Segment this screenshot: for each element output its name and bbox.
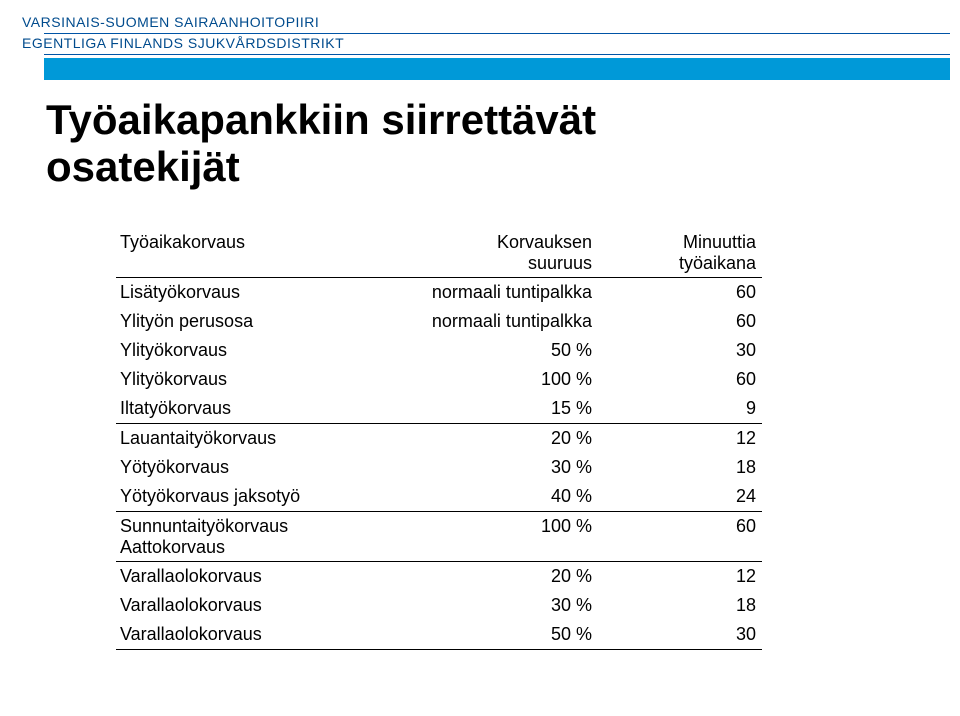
col-header-0: Työaikakorvaus	[116, 228, 388, 278]
table-cell: 30	[598, 620, 762, 650]
table-cell: Ylityökorvaus	[116, 365, 388, 394]
table-cell: SunnuntaityökorvausAattokorvaus	[116, 512, 388, 562]
table-cell: Varallaolokorvaus	[116, 562, 388, 592]
table-header-row: Työaikakorvaus Korvauksensuuruus Minuutt…	[116, 228, 762, 278]
table-cell: 12	[598, 562, 762, 592]
col-header-1: Korvauksensuuruus	[388, 228, 598, 278]
table-row: Lisätyökorvausnormaali tuntipalkka60	[116, 278, 762, 308]
table-cell: Lisätyökorvaus	[116, 278, 388, 308]
table-cell: 15 %	[388, 394, 598, 424]
title-line-1: Työaikapankkiin siirrettävät	[46, 96, 960, 143]
table-cell: 40 %	[388, 482, 598, 512]
table-cell: 30 %	[388, 453, 598, 482]
table-row: Lauantaityökorvaus20 %12	[116, 424, 762, 454]
table-cell: 100 %	[388, 512, 598, 562]
title-line-2: osatekijät	[46, 143, 960, 190]
table-cell: 50 %	[388, 620, 598, 650]
table-row: Ylityökorvaus100 %60	[116, 365, 762, 394]
col-header-2: Minuuttia työaikana	[598, 228, 762, 278]
org-name-fi: VARSINAIS-SUOMEN SAIRAANHOITOPIIRI	[22, 14, 960, 30]
table-cell: 9	[598, 394, 762, 424]
table-cell: normaali tuntipalkka	[388, 307, 598, 336]
slide-header: VARSINAIS-SUOMEN SAIRAANHOITOPIIRI EGENT…	[0, 0, 960, 80]
header-rule-2	[44, 54, 950, 55]
table-cell: 100 %	[388, 365, 598, 394]
table-row: Varallaolokorvaus30 %18	[116, 591, 762, 620]
org-name-sv: EGENTLIGA FINLANDS SJUKVÅRDSDISTRIKT	[22, 35, 960, 51]
table-cell: Varallaolokorvaus	[116, 620, 388, 650]
table-row: Varallaolokorvaus50 %30	[116, 620, 762, 650]
table-row: Ylityökorvaus50 %30	[116, 336, 762, 365]
table-cell: 24	[598, 482, 762, 512]
table-cell: 20 %	[388, 562, 598, 592]
table-row: Yötyökorvaus jaksotyö40 %24	[116, 482, 762, 512]
table-cell: Ylityön perusosa	[116, 307, 388, 336]
table-cell: Lauantaityökorvaus	[116, 424, 388, 454]
table-cell: Yötyökorvaus	[116, 453, 388, 482]
table-row: Iltatyökorvaus15 %9	[116, 394, 762, 424]
table-cell: normaali tuntipalkka	[388, 278, 598, 308]
table-cell: Varallaolokorvaus	[116, 591, 388, 620]
table-cell: 60	[598, 512, 762, 562]
table-cell: 60	[598, 365, 762, 394]
table-row: Varallaolokorvaus20 %12	[116, 562, 762, 592]
header-accent-bar	[44, 58, 950, 80]
compensation-table: Työaikakorvaus Korvauksensuuruus Minuutt…	[116, 228, 762, 650]
table-cell: 30	[598, 336, 762, 365]
table-row: SunnuntaityökorvausAattokorvaus100 %60	[116, 512, 762, 562]
table-cell: 20 %	[388, 424, 598, 454]
table-cell: 60	[598, 278, 762, 308]
table-row: Ylityön perusosanormaali tuntipalkka60	[116, 307, 762, 336]
table-cell: 50 %	[388, 336, 598, 365]
table-cell: 18	[598, 453, 762, 482]
table-cell: Iltatyökorvaus	[116, 394, 388, 424]
table-row: Yötyökorvaus30 %18	[116, 453, 762, 482]
table-cell: Ylityökorvaus	[116, 336, 388, 365]
slide-title: Työaikapankkiin siirrettävät osatekijät	[46, 96, 960, 190]
table-cell: 12	[598, 424, 762, 454]
table-cell: Yötyökorvaus jaksotyö	[116, 482, 388, 512]
table-cell: 30 %	[388, 591, 598, 620]
table-cell: 18	[598, 591, 762, 620]
header-rule-1	[44, 33, 950, 34]
table-cell: 60	[598, 307, 762, 336]
